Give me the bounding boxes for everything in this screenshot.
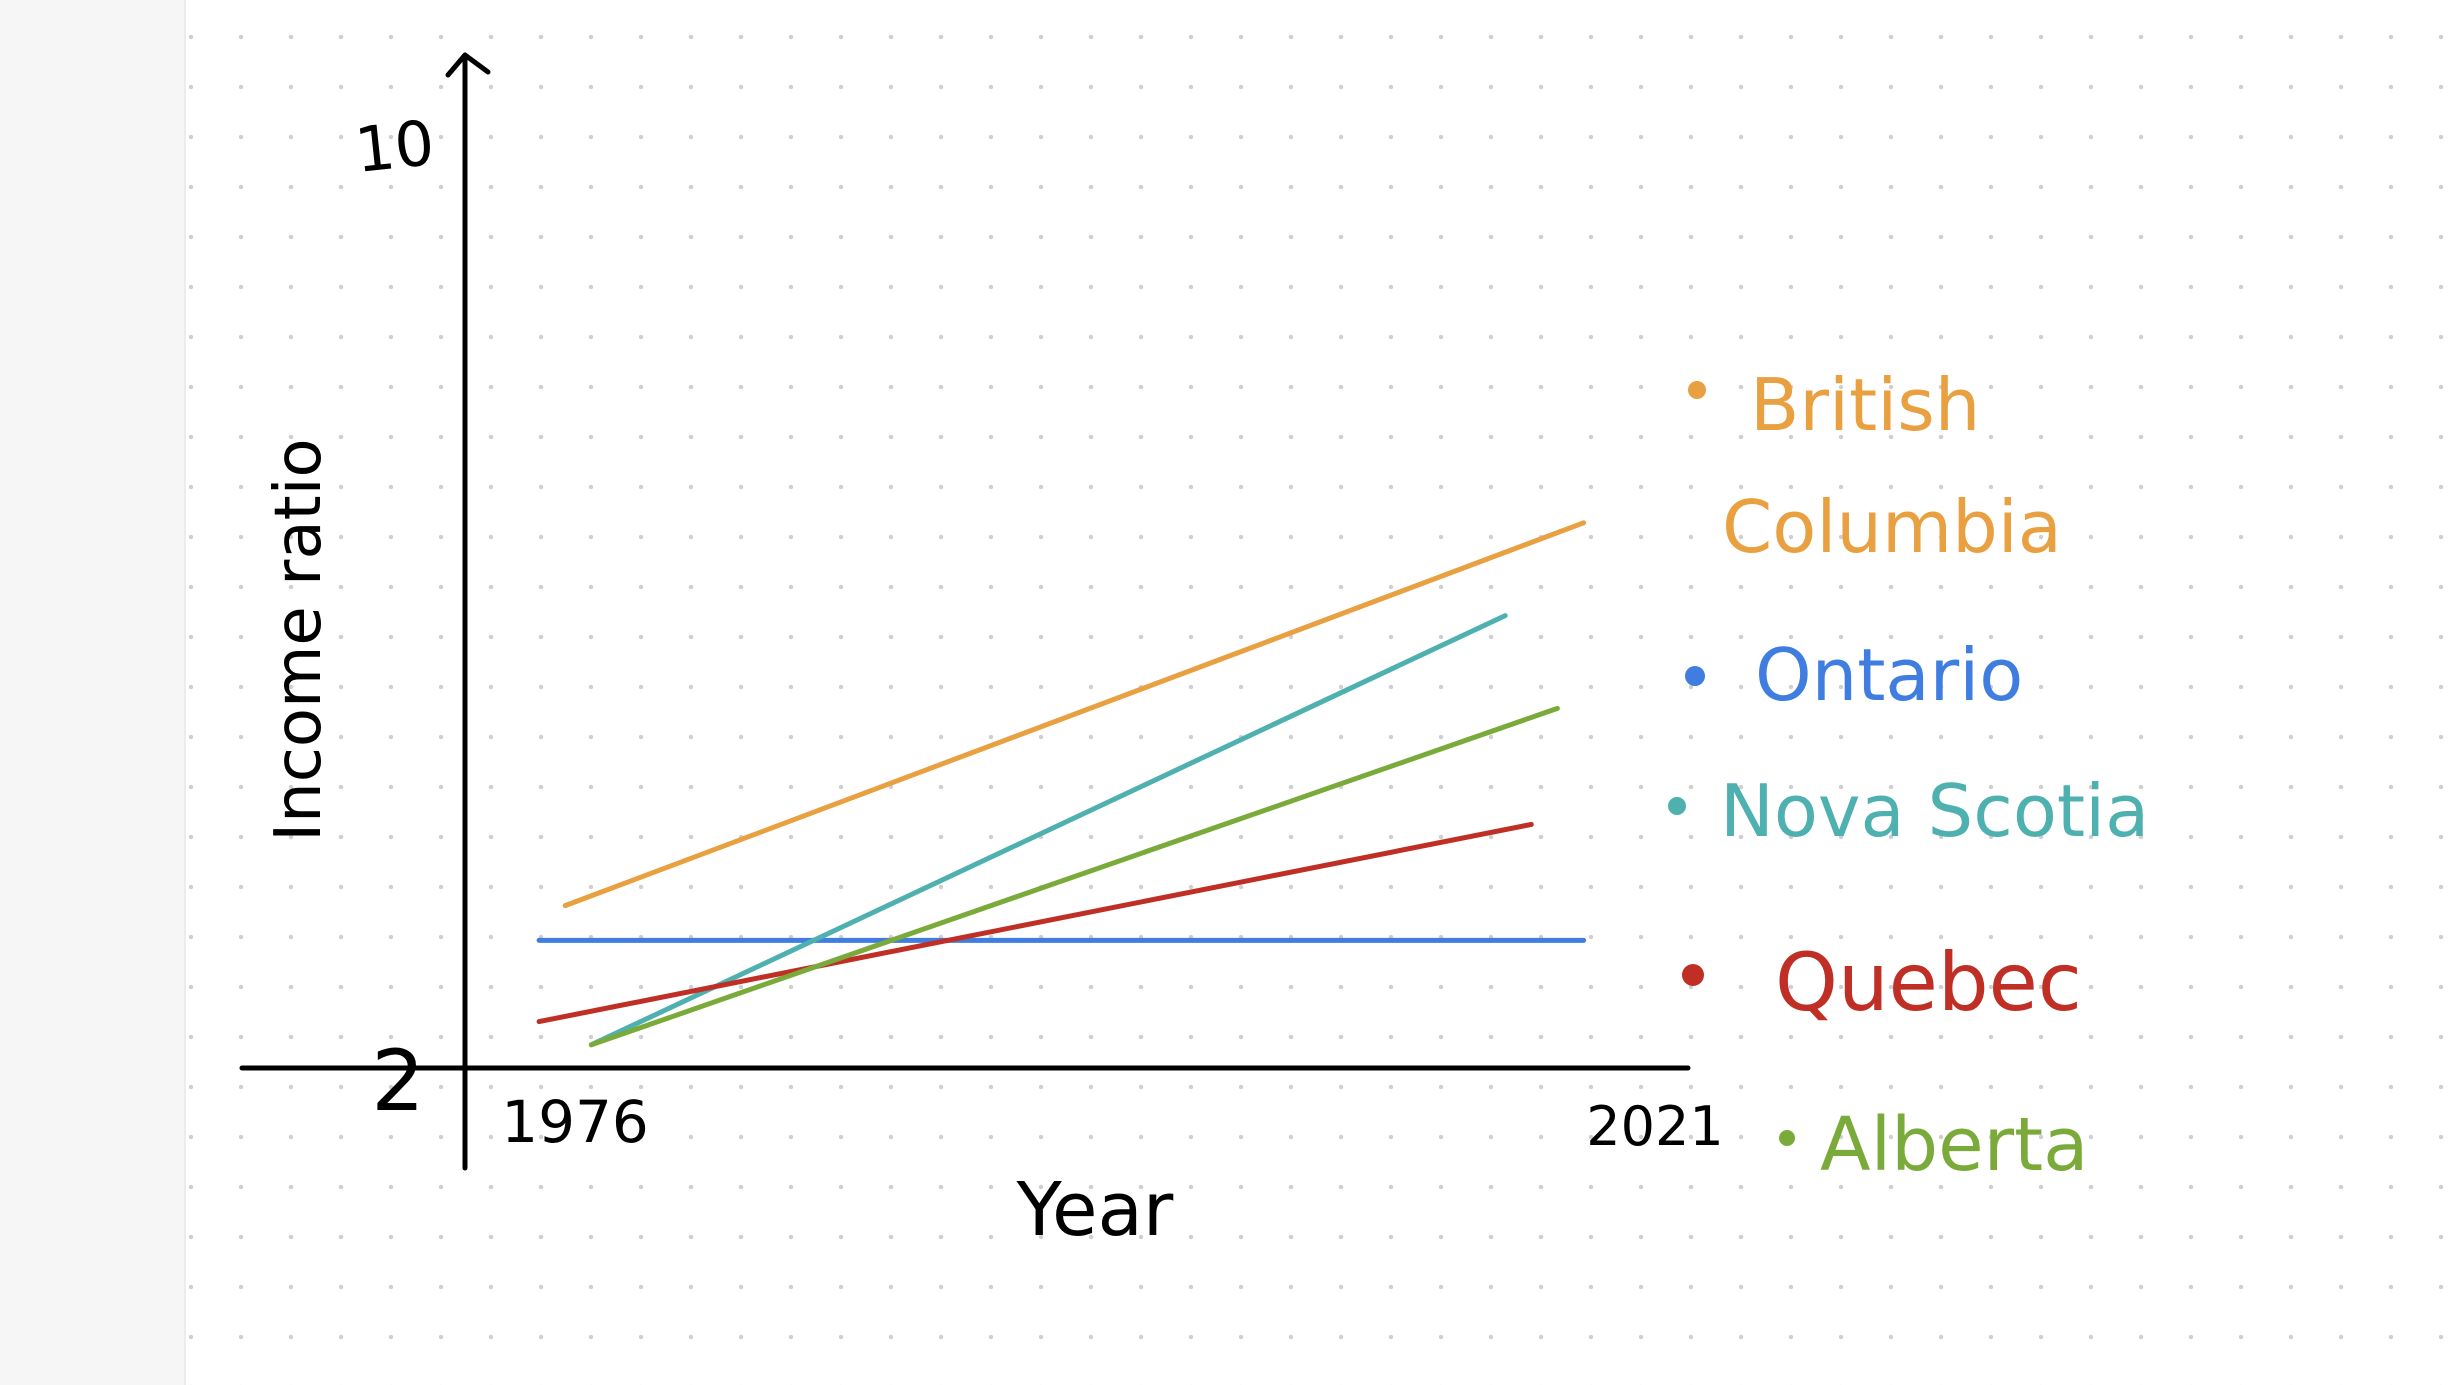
x-axis-label: Year [1016,1167,1174,1253]
series-line-nova-scotia [588,613,1508,1048]
legend-dot-ontario [1685,666,1705,686]
series-line-british-columbia [562,520,1587,909]
legend-label-line: British [1750,363,1980,447]
series-line-quebec [536,821,1534,1025]
legend-dot-alberta [1779,1130,1795,1146]
legend-label-line: Columbia [1722,485,2062,569]
legend-entry-quebec: Quebec [1682,936,2082,1029]
series-lines [536,520,1587,1048]
y-tick-label-top: 10 [352,106,438,187]
legend-entry-ontario: Ontario [1685,633,2023,717]
legend: British Columbia Ontario Nova Scotia Queb… [1668,363,2149,1188]
y-axis-label: Income ratio [262,438,336,841]
legend-label-british-columbia: British Columbia [1722,363,2062,569]
legend-entry-alberta: Alberta [1779,1102,2088,1188]
axes [239,52,1691,1171]
y-axis-arrow-icon [445,52,491,78]
legend-entry-british-columbia: British Columbia [1688,363,2062,569]
legend-entry-nova-scotia: Nova Scotia [1668,769,2149,853]
series-line-alberta [588,705,1560,1048]
dotted-canvas[interactable] [186,0,2449,1385]
legend-label-quebec: Quebec [1775,936,2082,1029]
y-tick-label-bottom: 2 [371,1032,424,1130]
legend-dot-nova-scotia [1668,797,1686,815]
legend-dot-quebec [1682,964,1704,986]
legend-label-nova-scotia: Nova Scotia [1720,769,2149,853]
x-tick-label-start: 1976 [501,1088,649,1156]
legend-dot-british-columbia [1688,381,1706,399]
x-tick-label-end: 2021 [1586,1095,1723,1158]
side-panel [0,0,186,1385]
legend-label-alberta: Alberta [1820,1102,2088,1188]
legend-label-ontario: Ontario [1755,633,2023,717]
